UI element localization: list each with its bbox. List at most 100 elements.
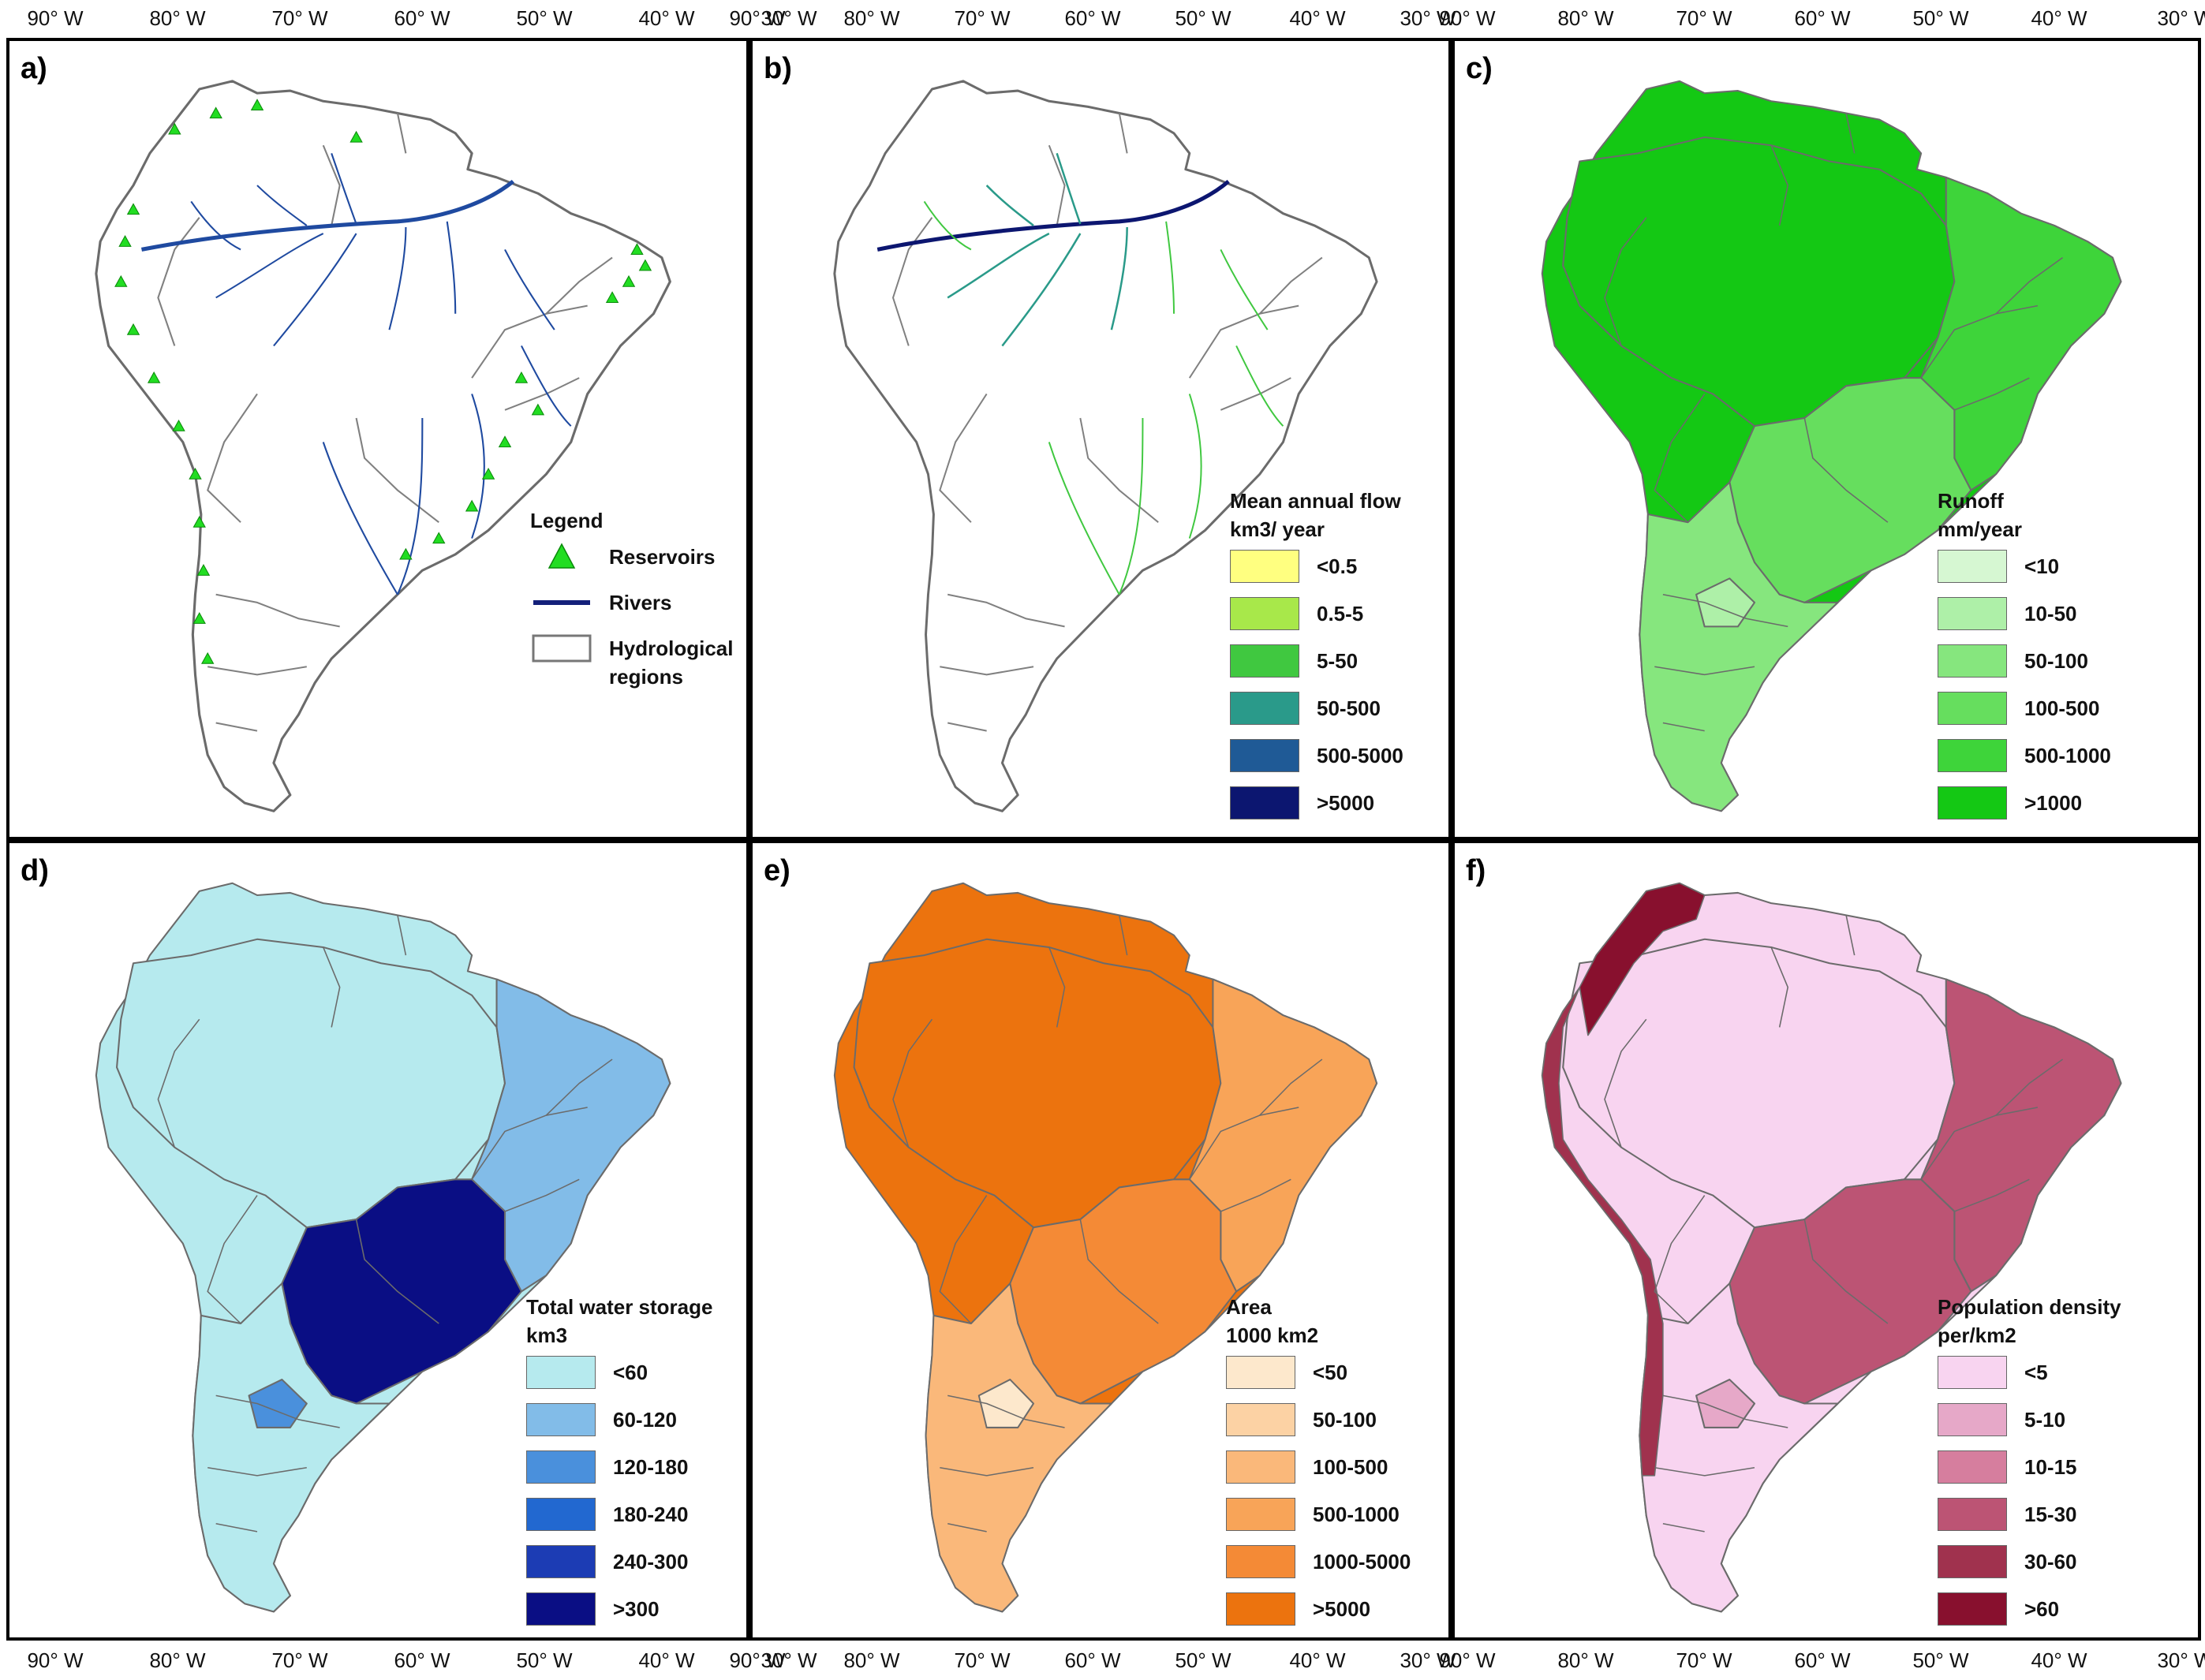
reservoir-marker <box>209 106 222 119</box>
lon-label-bottom: 30° W <box>761 1648 817 1672</box>
legend: Total water storage km3 <60 60-120 120-180 18… <box>526 1293 712 1633</box>
legend-unit: 1000 km2 <box>1226 1323 1319 1347</box>
legend-class: <10 <box>1938 543 2059 591</box>
reservoir-marker <box>465 499 479 512</box>
river-line-icon <box>533 600 590 605</box>
south-america-map <box>1541 80 2122 812</box>
legend-class: 5-50 <box>1230 638 1401 685</box>
lon-label-bottom: 40° W <box>2031 1648 2087 1672</box>
legend-class-label: >60 <box>2024 1597 2060 1621</box>
reservoir-marker <box>189 467 202 480</box>
region-boundary <box>207 666 307 676</box>
legend-swatch <box>526 1592 596 1626</box>
river <box>1118 417 1144 595</box>
legend-swatch <box>1226 1498 1295 1531</box>
legend-title: Mean annual flow <box>1230 489 1401 513</box>
region-boundary <box>939 1195 988 1324</box>
region-boundary <box>1604 1018 1647 1148</box>
region-boundary <box>1604 217 1647 346</box>
lon-label-bottom: 90° W <box>729 1648 786 1672</box>
legend-class: 120-180 <box>526 1444 712 1491</box>
region-boundary <box>940 1466 1034 1477</box>
region-boundary <box>355 417 439 523</box>
region-boundary <box>215 1523 258 1533</box>
legend-class: 50-100 <box>1938 638 2088 685</box>
reservoir-marker <box>498 435 512 448</box>
legend-class-label: <10 <box>2024 554 2060 578</box>
region-boundary <box>1220 1178 1291 1212</box>
map-panel-f: f) Population density per/km2 <5 5-10 10-15 15… <box>1452 840 2201 1641</box>
legend-swatch <box>1230 739 1299 772</box>
region-boundary <box>207 393 258 523</box>
region-boundary <box>1048 144 1066 226</box>
legend-title: Total water storage <box>526 1295 713 1319</box>
south-america-map <box>833 882 1378 1613</box>
lon-label-bottom: 80° W <box>149 1648 206 1672</box>
legend-swatch <box>1938 1592 2007 1626</box>
reservoir-marker <box>630 243 644 256</box>
map-panel-d: d) Total water storage km3 <60 60-120 120-180… <box>6 840 749 1641</box>
legend-class: 60-120 <box>526 1397 712 1444</box>
legend: Population density per/km2 <5 5-10 10-15 15-3… <box>1938 1293 2121 1633</box>
legend-class-label: 30-60 <box>2024 1550 2077 1574</box>
region-boundary <box>215 722 258 732</box>
legend-class: <60 <box>526 1350 712 1397</box>
panel-letter: b) <box>764 52 792 85</box>
river <box>520 345 572 427</box>
legend-swatch <box>1230 644 1299 678</box>
legend-class-label: 50-100 <box>1313 1408 1377 1432</box>
river <box>273 233 357 347</box>
legend-swatch <box>1230 786 1299 819</box>
river <box>1188 394 1202 539</box>
legend-class: 50-500 <box>1230 685 1401 733</box>
lon-label-top: 70° W <box>271 6 328 30</box>
region-boundary <box>947 1394 1065 1428</box>
legend-swatch <box>1938 1403 2007 1436</box>
legend-class: 1000-5000 <box>1226 1539 1411 1586</box>
reservoir-marker <box>399 547 413 560</box>
river <box>504 248 555 330</box>
lon-label-bottom: 50° W <box>1912 1648 1969 1672</box>
legend-item-label: Rivers <box>609 591 672 614</box>
region-boundary <box>157 1018 200 1148</box>
legend-class: 180-240 <box>526 1491 712 1539</box>
region-west-coast <box>1542 986 1664 1477</box>
legend-swatch <box>1226 1545 1295 1578</box>
region-boundary <box>1995 256 2064 315</box>
legend-class-label: 5-10 <box>2024 1408 2066 1432</box>
legend-swatch <box>1938 644 2007 678</box>
legend-swatch <box>1938 1450 2007 1484</box>
region-boundary <box>215 1394 340 1428</box>
region-boundary <box>1220 377 1291 411</box>
legend-class: <0.5 <box>1230 543 1401 591</box>
legend-class-label: >300 <box>613 1597 660 1621</box>
reservoir-icon <box>548 543 576 569</box>
legend-unit: per/km2 <box>1938 1323 2016 1347</box>
river <box>876 180 1230 252</box>
region-boundary <box>1954 1178 2030 1212</box>
lon-label-top: 60° W <box>1064 6 1121 30</box>
legend-unit: km3/ year <box>1230 517 1325 541</box>
legend-item-label: Reservoirs <box>609 545 716 569</box>
lon-label-top: 40° W <box>1289 6 1346 30</box>
lon-label-bottom: 80° W <box>843 1648 900 1672</box>
river <box>1048 442 1120 595</box>
legend-swatch <box>1226 1356 1295 1389</box>
legend-class: 15-30 <box>1938 1491 2121 1539</box>
region-boundary <box>1954 377 2030 411</box>
lon-label-bottom: 40° W <box>1289 1648 1346 1672</box>
region-boundary <box>1119 915 1128 956</box>
region-boundary <box>157 217 200 346</box>
legend-class-label: 120-180 <box>613 1455 689 1479</box>
legend-unit: km3 <box>526 1323 568 1347</box>
legend-class-label: >5000 <box>1313 1597 1371 1621</box>
region-boundary <box>1662 1394 1788 1428</box>
reservoir-marker <box>172 419 185 431</box>
region-far-south <box>1639 481 1839 812</box>
region-northwest <box>1579 882 1706 1036</box>
region-boundary <box>215 593 340 628</box>
region-boundary <box>1654 394 1706 523</box>
legend: Legend Reservoirs Rivers Hydrological regio… <box>530 506 733 689</box>
legend-class: >1000 <box>1938 780 2082 827</box>
lon-label-top: 90° W <box>729 6 786 30</box>
